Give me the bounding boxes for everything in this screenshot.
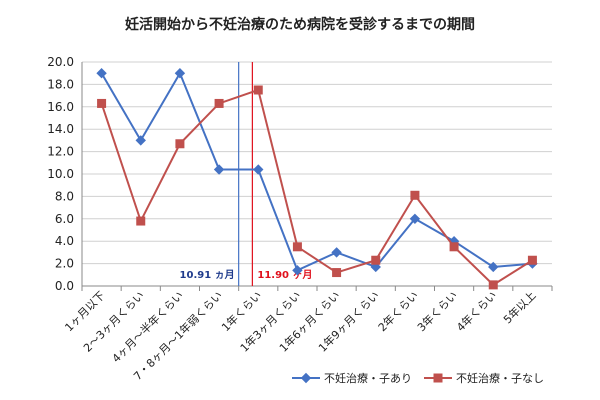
legend: 不妊治療・子あり 不妊治療・子なし bbox=[292, 371, 544, 385]
point-s1-3 bbox=[214, 98, 224, 108]
y-tick-label-4: 8.0 bbox=[55, 189, 74, 203]
series-line-1 bbox=[100, 88, 533, 287]
point-s1-9 bbox=[449, 242, 459, 252]
point-s0-3 bbox=[213, 164, 225, 175]
gridlines bbox=[82, 61, 552, 265]
point-s0-10 bbox=[488, 261, 499, 273]
series-line-0 bbox=[100, 70, 533, 272]
point-s1-0 bbox=[97, 98, 107, 108]
chart-title: 妊活開始から不妊治療のため病院を受診するまでの期間 bbox=[125, 17, 475, 33]
point-s1-8 bbox=[410, 190, 420, 200]
point-s0-2 bbox=[174, 67, 186, 79]
point-s1-6 bbox=[332, 268, 342, 278]
point-s1-1 bbox=[136, 216, 146, 226]
series-1 bbox=[97, 85, 537, 290]
point-s1-5 bbox=[292, 242, 302, 252]
legend-label-0: 不妊治療・子あり bbox=[324, 371, 412, 385]
point-s1-4 bbox=[253, 85, 263, 95]
reference-label-0: 10.91 ヵ月 bbox=[180, 269, 235, 281]
point-s0-5 bbox=[292, 265, 303, 276]
series-group bbox=[96, 67, 538, 290]
point-s1-7 bbox=[371, 255, 381, 265]
y-tick-label-1: 2.0 bbox=[55, 257, 74, 271]
y-tick-label-0: 0.0 bbox=[55, 279, 74, 293]
legend-marker-0 bbox=[300, 372, 312, 384]
y-tick-label-9: 18.0 bbox=[47, 77, 74, 91]
point-s1-10 bbox=[488, 280, 498, 290]
x-category-label-11: 5年以上 bbox=[500, 288, 538, 326]
x-axis-categories: 1ヶ月以下2～3ヶ月くらい4ヶ月～半年くらい7・8ヶ月～1年弱くらい1年くらい1… bbox=[62, 288, 538, 383]
series-0 bbox=[96, 67, 538, 276]
y-tick-label-6: 12.0 bbox=[47, 145, 74, 159]
axes bbox=[81, 62, 553, 291]
x-category-label-2: 4ヶ月～半年くらい bbox=[109, 288, 186, 365]
y-tick-label-2: 4.0 bbox=[55, 234, 74, 248]
legend-label-1: 不妊治療・子なし bbox=[456, 371, 544, 385]
x-category-label-10: 4年くらい bbox=[453, 288, 499, 334]
y-tick-label-8: 16.0 bbox=[47, 100, 74, 114]
point-s0-8 bbox=[409, 213, 421, 225]
y-tick-label-10: 20.0 bbox=[47, 55, 74, 69]
x-category-label-8: 2年くらい bbox=[375, 288, 421, 334]
legend-marker-1 bbox=[433, 373, 443, 383]
reference-label-1: 11.90 ヶ月 bbox=[257, 269, 312, 281]
y-tick-label-5: 10.0 bbox=[47, 167, 74, 181]
point-s1-2 bbox=[175, 139, 185, 149]
y-tick-label-7: 14.0 bbox=[47, 122, 74, 136]
point-s0-4 bbox=[253, 164, 264, 175]
point-s0-6 bbox=[331, 247, 342, 258]
y-tick-label-3: 6.0 bbox=[55, 212, 74, 226]
x-category-label-9: 3年くらい bbox=[414, 288, 460, 334]
point-s0-0 bbox=[96, 67, 107, 79]
point-s1-11 bbox=[527, 255, 537, 265]
y-axis-ticks: 0.0 2.0 4.0 6.0 8.0 10.0 12.0 14.0 16.0 18.0 20.0 bbox=[47, 55, 74, 293]
point-s0-1 bbox=[135, 135, 146, 146]
